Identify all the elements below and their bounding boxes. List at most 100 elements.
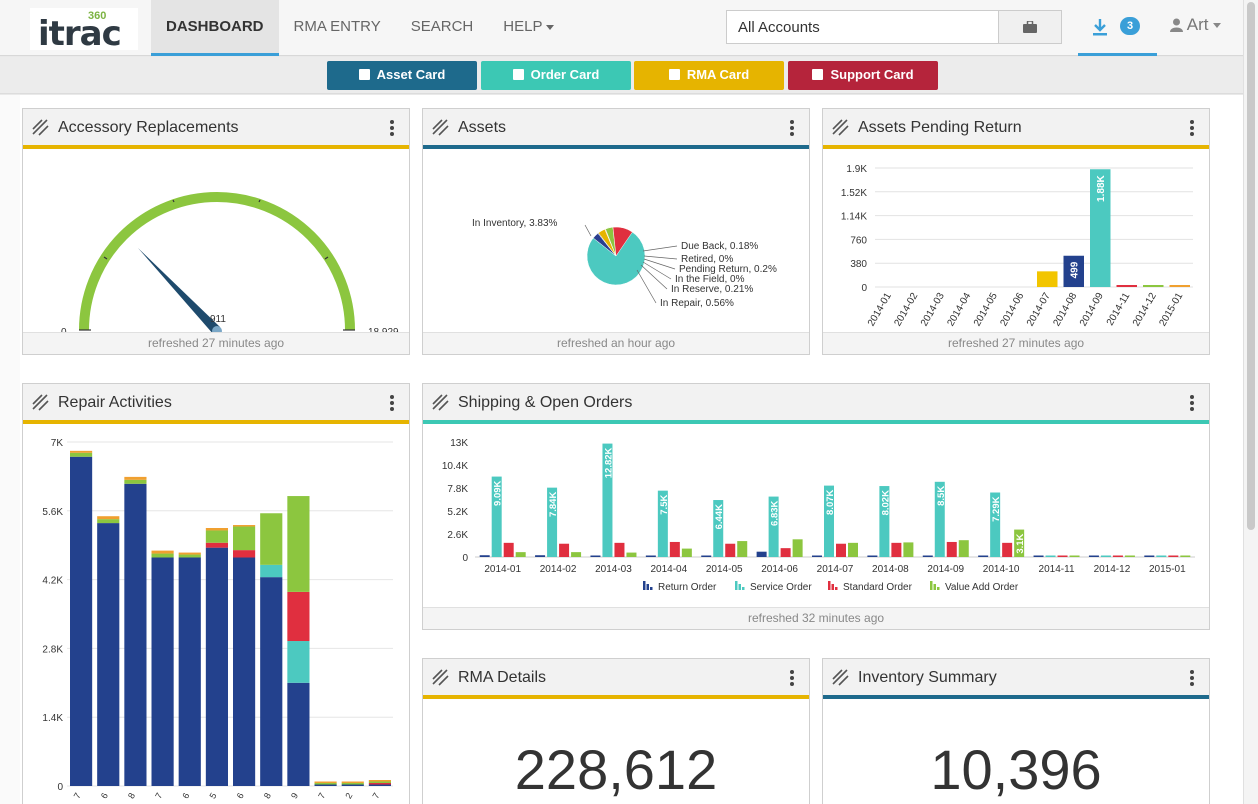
widget-header[interactable]: Accessory Replacements (23, 109, 409, 149)
more-options-icon[interactable] (1189, 119, 1195, 137)
more-options-icon[interactable] (1189, 669, 1195, 687)
bar (535, 555, 546, 557)
x-tick-label: 2014-12 (1131, 291, 1159, 329)
y-tick-label: 10.4K (442, 461, 468, 472)
widget-header[interactable]: Assets (423, 109, 809, 149)
widget-header[interactable]: Inventory Summary (823, 659, 1209, 699)
bar (547, 487, 558, 557)
bar-segment (287, 591, 310, 642)
bar (1112, 555, 1123, 557)
x-tick-label: 2014-08 (872, 564, 909, 575)
quick-card-bar: Asset Card Order Card RMA Card Support C… (0, 57, 1243, 94)
account-selector[interactable]: All Accounts (726, 10, 999, 44)
legend-label: Return Order (658, 582, 717, 593)
y-tick-label: 1.14K (841, 212, 867, 223)
bar-data-label: 6.44K (714, 504, 725, 529)
bar-segment (314, 784, 337, 786)
drag-handle-icon[interactable] (832, 669, 850, 687)
more-options-icon[interactable] (1189, 394, 1195, 412)
bar-segment (368, 783, 391, 785)
rma-card-button[interactable]: RMA Card (634, 61, 784, 90)
bar (812, 555, 822, 557)
bar-segment (151, 550, 174, 554)
bar-data-label: 7.29K (991, 496, 1002, 521)
widget-header[interactable]: Repair Activities (23, 384, 409, 424)
widget-title: RMA Details (458, 669, 547, 686)
legend-swatch (650, 587, 653, 590)
widget-footer: refreshed 32 minutes ago (423, 607, 1209, 629)
x-tick-label: 2014-07 (1025, 291, 1053, 329)
bar (780, 548, 791, 557)
drag-handle-icon[interactable] (832, 119, 850, 137)
gauge-arc (79, 192, 355, 331)
drag-handle-icon[interactable] (432, 669, 450, 687)
x-tick-label: 8 (126, 791, 137, 800)
x-tick-label: 2014-10 (983, 564, 1020, 575)
legend-swatch (933, 584, 936, 590)
scrollbar-thumb[interactable] (1247, 2, 1255, 530)
nav-search[interactable]: SEARCH (410, 18, 474, 35)
drag-handle-icon[interactable] (32, 394, 50, 412)
main-nav: DASHBOARD RMA ENTRY SEARCH HELP (151, 0, 569, 56)
y-tick-label: 1.52K (841, 188, 867, 199)
downloads-button[interactable]: 3 (1078, 0, 1157, 56)
widget-header[interactable]: Assets Pending Return (823, 109, 1209, 149)
pie-leader-line (642, 261, 672, 280)
bar-segment (205, 530, 228, 543)
widget-assets-pending-return: Assets Pending Return 0 380 760 1.14K 1.52K 1… (822, 108, 1210, 355)
support-card-button[interactable]: Support Card (788, 61, 938, 90)
card-icon (512, 69, 524, 80)
bar-segment (314, 781, 337, 783)
drag-handle-icon[interactable] (32, 119, 50, 137)
bar (1169, 285, 1190, 287)
widget-rma-details: RMA Details 228,612 (422, 658, 810, 804)
shipping-orders-bar-chart: 0 2.6K 5.2K 7.8K 10.4K 13K 9.09K 2014-01 7.84K 20… (442, 438, 1195, 593)
nav-dashboard[interactable]: DASHBOARD (151, 0, 279, 56)
widget-title: Shipping & Open Orders (458, 394, 633, 411)
nav-help-label: HELP (503, 18, 543, 35)
account-briefcase-button[interactable] (998, 10, 1062, 44)
x-tick-label: 2014-02 (540, 564, 577, 575)
bar (713, 500, 724, 557)
bar-data-label: 7.5K (659, 495, 670, 515)
more-options-icon[interactable] (789, 669, 795, 687)
more-options-icon[interactable] (389, 119, 395, 137)
more-options-icon[interactable] (789, 119, 795, 137)
itrac-logo[interactable]: itrac 360 (30, 8, 138, 54)
bar (1045, 555, 1056, 557)
widget-header[interactable]: Shipping & Open Orders (423, 384, 1209, 424)
gauge-tick (324, 256, 329, 260)
legend-swatch (937, 587, 940, 590)
bar-data-label: 7.84K (548, 492, 559, 517)
user-menu[interactable]: Art (1170, 15, 1221, 35)
bar-segment (124, 479, 147, 484)
drag-handle-icon[interactable] (432, 394, 450, 412)
x-tick-label: 2014-06 (998, 291, 1026, 329)
order-card-button[interactable]: Order Card (481, 61, 631, 90)
x-tick-label: 2014-11 (1039, 564, 1075, 575)
bar-data-label: 8.07K (825, 489, 836, 514)
bar-segment (97, 523, 120, 786)
widget-repair-activities: Repair Activities 0 1.4K 2.8K 4.2K 5.6K 7K 7 6 8… (22, 383, 410, 804)
bar-segment (368, 780, 391, 782)
legend-swatch (831, 584, 834, 590)
drag-handle-icon[interactable] (432, 119, 450, 137)
bar (946, 541, 957, 557)
y-tick-label: 7.8K (447, 484, 468, 495)
pie-slice-label: Pending Return, 0.2% (679, 264, 777, 275)
bar-segment (260, 564, 283, 578)
x-tick-label: 7 (370, 791, 381, 800)
widget-header[interactable]: RMA Details (423, 659, 809, 699)
bar-data-label: 8.5K (936, 486, 947, 506)
gauge-tick (172, 199, 175, 203)
asset-card-button[interactable]: Asset Card (327, 61, 477, 90)
nav-help[interactable]: HELP (488, 0, 569, 56)
x-tick-label: 2014-04 (945, 291, 973, 329)
x-tick-label: 2014-09 (927, 564, 964, 575)
more-options-icon[interactable] (389, 394, 395, 412)
bar-segment (287, 641, 310, 683)
nav-rma-entry[interactable]: RMA ENTRY (293, 18, 381, 35)
legend-swatch (835, 587, 838, 590)
x-tick-label: 6 (235, 791, 246, 800)
page-scrollbar[interactable] (1243, 0, 1258, 804)
